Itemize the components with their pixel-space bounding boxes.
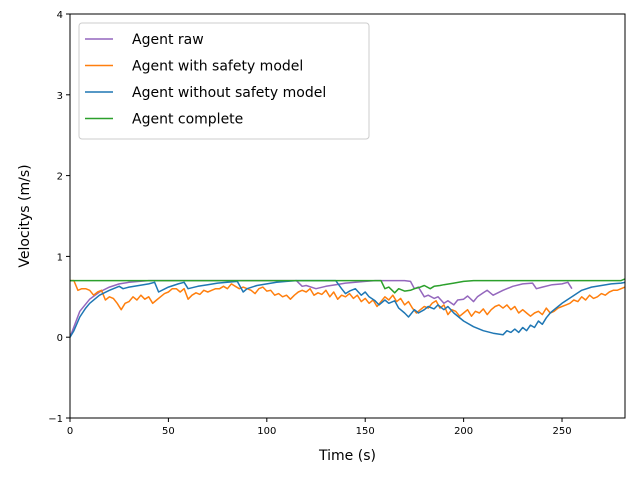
legend-label: Agent without safety model: [132, 85, 326, 101]
y-axis-ticks: −1 0 1 2 3 4: [48, 10, 70, 425]
y-axis-label: Velocitys (m/s): [17, 164, 33, 267]
x-tick-label: 200: [454, 426, 473, 437]
y-tick-label: 4: [57, 10, 63, 21]
x-axis-ticks: 0 50 100 150 200 250: [67, 418, 572, 437]
y-tick-label: 0: [57, 333, 63, 344]
y-tick-label: 2: [57, 172, 63, 183]
x-tick-label: 150: [356, 426, 375, 437]
x-tick-label: 0: [67, 426, 73, 437]
series-line-2: [70, 279, 625, 317]
plot-lines: [70, 278, 625, 338]
x-tick-label: 250: [552, 426, 571, 437]
y-tick-label: 3: [57, 91, 63, 102]
legend-box: [78, 22, 370, 140]
series-line-3: [70, 279, 625, 338]
x-tick-label: 50: [162, 426, 175, 437]
x-tick-label: 100: [257, 426, 276, 437]
legend-label: Agent raw: [132, 32, 204, 48]
axes-frame: [69, 13, 626, 419]
legend-label: Agent complete: [132, 112, 243, 128]
y-tick-label: 1: [57, 252, 63, 263]
series-line-1: [70, 279, 573, 338]
legend-label: Agent with safety model: [132, 59, 303, 75]
series-line-4: [70, 278, 625, 294]
legend: Agent raw Agent with safety model Agent wi…: [78, 22, 370, 140]
y-tick-label: −1: [48, 414, 63, 425]
x-axis-label: Time (s): [318, 448, 376, 464]
